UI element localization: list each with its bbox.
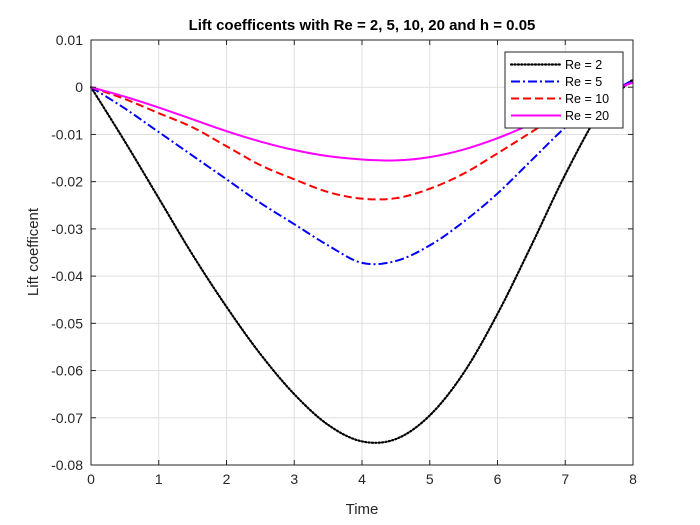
x-axis-label: Time [346, 501, 379, 518]
series-line-re-5 [90, 79, 634, 266]
y-tick-label: 0 [75, 79, 83, 95]
y-tick-label: -0.03 [51, 221, 83, 237]
x-tick-label: 0 [87, 471, 95, 487]
ticks: 0 1 2 3 4 5 6 7 8 0.01 0 -0.01 -0.02 -0.03 -0.04 -0.05 -… [51, 32, 637, 487]
x-tick-label: 1 [155, 471, 163, 487]
y-tick-label: -0.01 [51, 126, 83, 142]
x-tick-label: 3 [290, 471, 298, 487]
legend-label: Re = 2 [565, 58, 602, 72]
legend: Re = 2 Re = 5 Re = 10 Re = 20 [504, 51, 624, 129]
x-tick-label: 6 [494, 471, 502, 487]
legend-label: Re = 20 [565, 109, 609, 123]
x-tick-label: 7 [561, 471, 569, 487]
y-tick-label: -0.06 [51, 363, 83, 379]
y-tick-label: -0.07 [51, 410, 83, 426]
x-tick-label: 4 [358, 471, 366, 487]
y-tick-label: -0.02 [51, 174, 83, 190]
x-tick-label: 5 [426, 471, 434, 487]
y-tick-label: 0.01 [56, 32, 83, 48]
y-tick-label: -0.05 [51, 315, 83, 331]
y-axis-label: Lift coefficent [25, 207, 42, 296]
legend-label: Re = 10 [565, 92, 609, 106]
y-tick-label: -0.04 [51, 268, 83, 284]
legend-label: Re = 5 [565, 75, 602, 89]
y-tick-label: -0.08 [51, 457, 83, 473]
chart-title: Lift coefficents with Re = 2, 5, 10, 20 … [189, 17, 536, 34]
x-tick-label: 2 [223, 471, 231, 487]
x-tick-label: 8 [629, 471, 637, 487]
series-line-re-2 [89, 79, 635, 444]
series-line-re-10 [90, 81, 634, 201]
